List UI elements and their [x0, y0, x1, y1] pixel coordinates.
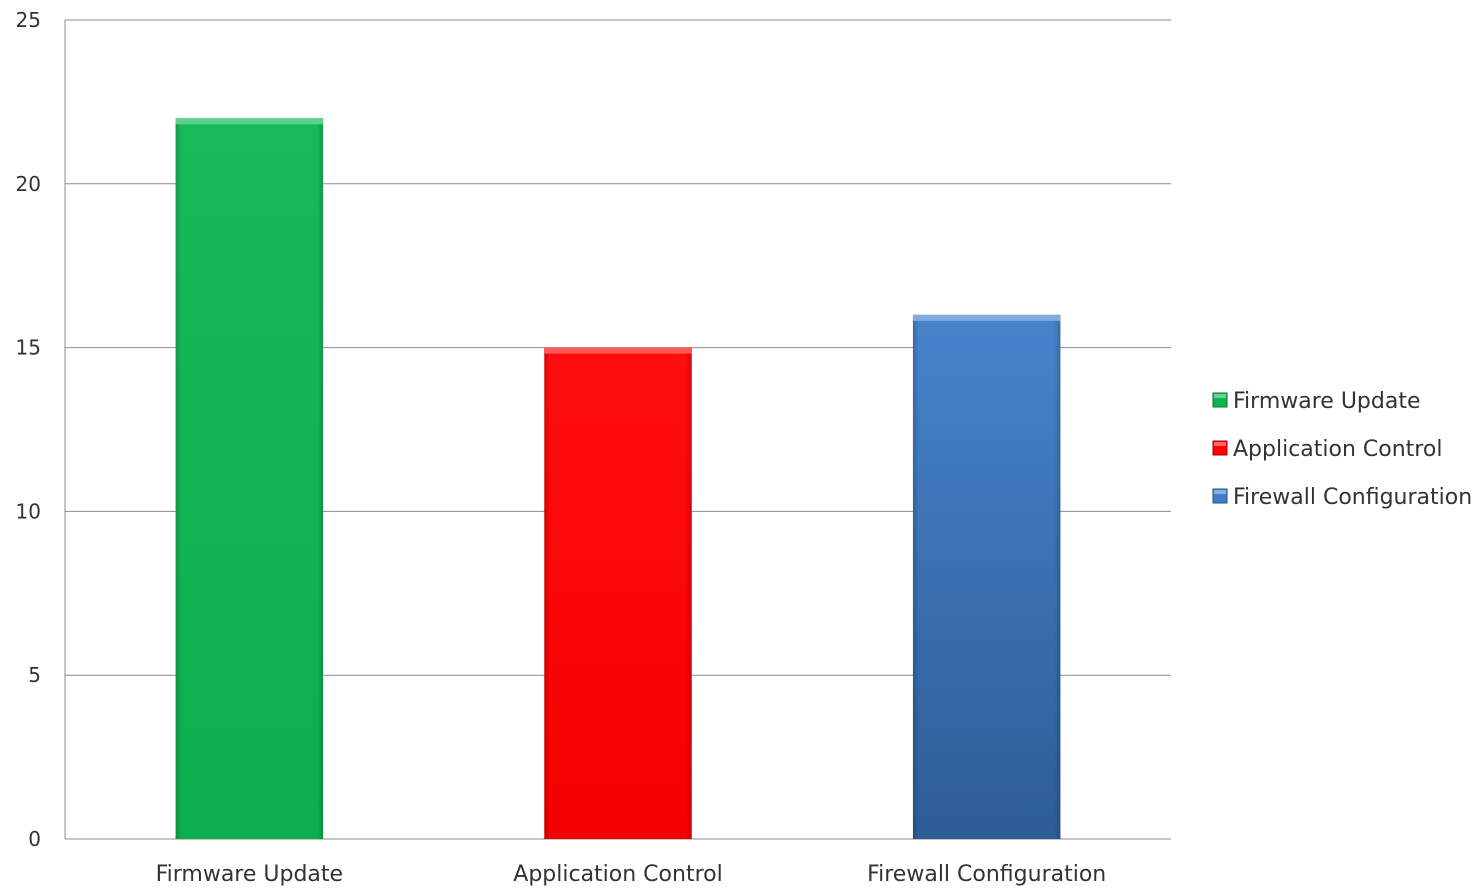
x-tick-label: Firewall Configuration — [867, 862, 1106, 887]
x-tick-label: Application Control — [513, 862, 722, 887]
bar-edge-shade — [912, 314, 1061, 840]
legend-item: Firmware Update — [1212, 389, 1421, 414]
y-tick-label: 10 — [16, 499, 41, 523]
legend-item: Application Control — [1212, 437, 1442, 462]
y-tick-label: 25 — [16, 8, 41, 32]
legend-swatch-bevel — [1214, 490, 1226, 494]
bar-firmware-update — [175, 118, 324, 839]
y-tick-label: 15 — [16, 336, 41, 360]
bar-application-control — [544, 347, 692, 839]
y-tick-label: 20 — [16, 172, 41, 196]
legend-item: Firewall Configuration — [1212, 485, 1472, 510]
legend-label: Application Control — [1233, 437, 1442, 462]
y-tick-label: 5 — [28, 663, 41, 687]
bar-top-bevel — [912, 314, 1061, 321]
legend-label: Firmware Update — [1233, 389, 1421, 414]
axis-labels: 0 5 10 15 20 25 Firmware Update Application Con… — [16, 8, 1107, 887]
legend: Firmware Update Application Control Firewa… — [1212, 389, 1472, 510]
legend-swatch-bevel — [1214, 394, 1226, 398]
bars — [175, 118, 1061, 840]
bar-firewall-configuration — [912, 314, 1061, 840]
y-tick-label: 0 — [28, 827, 41, 851]
legend-label: Firewall Configuration — [1233, 485, 1472, 510]
bar-edge-shade — [544, 347, 692, 839]
bar-top-bevel — [175, 118, 324, 125]
bar-edge-shade — [175, 118, 324, 839]
bar-top-bevel — [544, 347, 692, 354]
x-tick-label: Firmware Update — [156, 862, 344, 887]
legend-swatch-bevel — [1214, 442, 1226, 446]
